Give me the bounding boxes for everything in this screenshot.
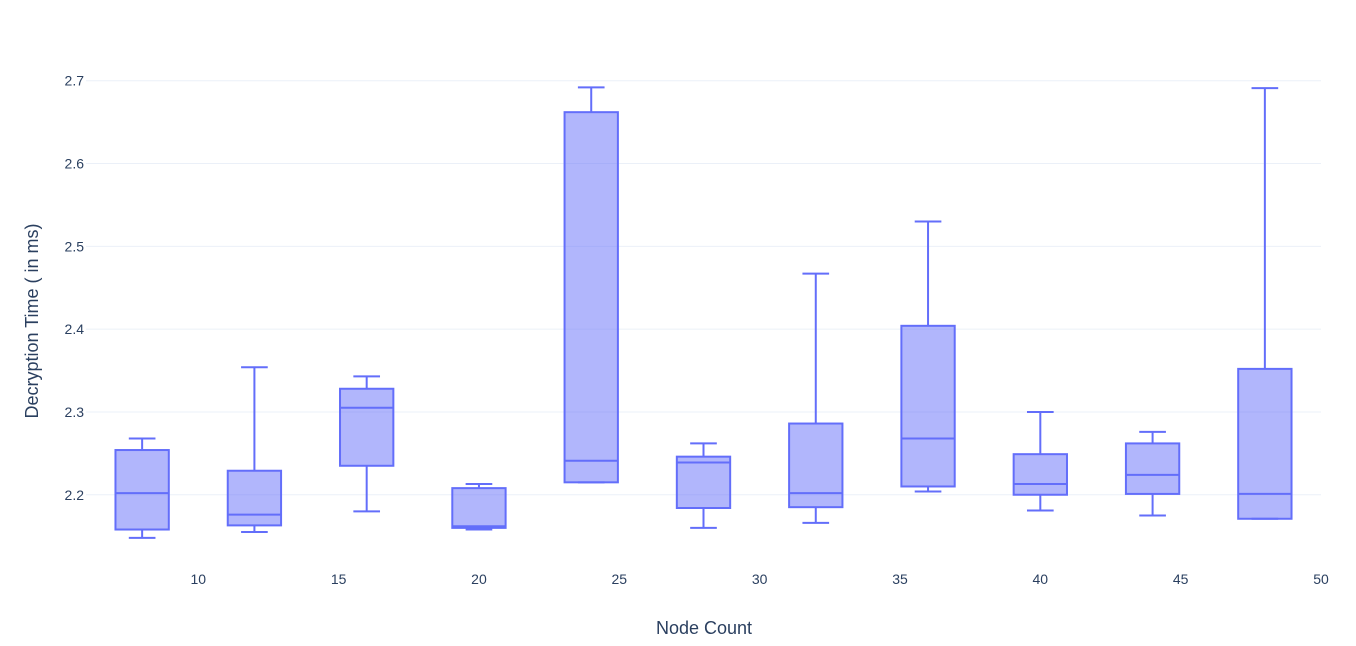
box-series — [114, 86, 1293, 539]
box-iqr — [339, 387, 395, 467]
box-group — [339, 375, 395, 513]
y-tick-label: 2.7 — [65, 73, 85, 89]
x-axis-ticks: 10 15 20 25 30 35 40 45 50 — [190, 571, 1329, 587]
x-tick-label: 40 — [1033, 571, 1049, 587]
x-tick-label: 20 — [471, 571, 487, 587]
y-axis-ticks: 2.2 2.3 2.4 2.5 2.6 2.7 — [65, 73, 85, 503]
x-tick-label: 25 — [612, 571, 628, 587]
x-axis-title: Node Count — [656, 618, 752, 638]
y-tick-label: 2.5 — [65, 238, 85, 254]
box-group — [226, 366, 283, 534]
x-tick-label: 15 — [331, 571, 347, 587]
x-tick-label: 50 — [1313, 571, 1329, 587]
box-group — [1012, 410, 1068, 512]
y-tick-label: 2.6 — [65, 156, 85, 172]
box-iqr — [788, 422, 844, 509]
box-group — [114, 437, 170, 539]
y-axis-title: Decryption Time ( in ms) — [22, 223, 42, 418]
box-iqr — [451, 487, 507, 529]
x-tick-label: 35 — [892, 571, 908, 587]
box-iqr — [675, 455, 732, 510]
box-iqr — [900, 324, 956, 488]
y-tick-label: 2.4 — [65, 321, 85, 337]
box-iqr — [1124, 442, 1181, 495]
box-group — [675, 442, 732, 529]
box-group — [1124, 430, 1181, 517]
box-group — [1237, 87, 1293, 520]
x-tick-label: 10 — [190, 571, 206, 587]
box-group — [563, 86, 619, 484]
box-group — [788, 272, 844, 524]
box-iqr — [226, 469, 283, 527]
box-iqr — [1237, 367, 1293, 520]
y-tick-label: 2.3 — [65, 404, 85, 420]
box-iqr — [114, 449, 170, 531]
box-group — [451, 482, 507, 531]
gridlines — [86, 80, 1321, 496]
y-tick-label: 2.2 — [65, 487, 85, 503]
box-group — [900, 220, 956, 493]
x-tick-label: 45 — [1173, 571, 1189, 587]
box-iqr — [563, 111, 619, 484]
box-iqr — [1012, 453, 1068, 496]
x-tick-label: 30 — [752, 571, 768, 587]
